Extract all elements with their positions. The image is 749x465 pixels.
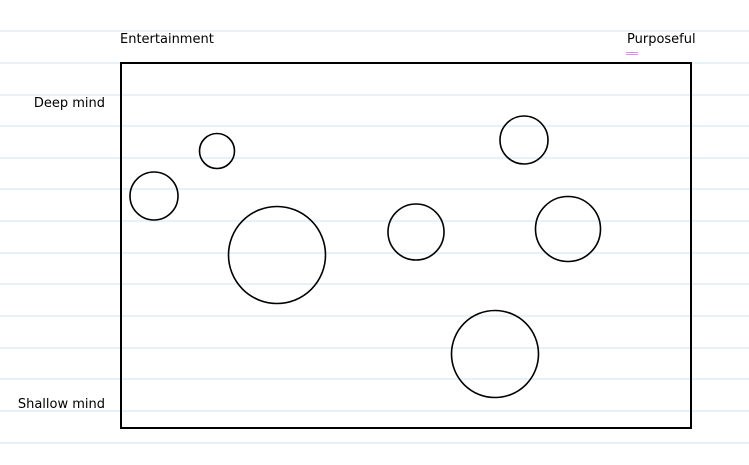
bubble-4[interactable] <box>387 203 445 261</box>
bubble-7[interactable] <box>450 309 540 399</box>
bubble-6[interactable] <box>534 195 602 263</box>
bubble-5[interactable] <box>499 115 549 165</box>
diagram-frame[interactable] <box>120 62 692 429</box>
bubble-1[interactable] <box>198 132 236 170</box>
bubble-2[interactable] <box>129 171 179 221</box>
bubble-3[interactable] <box>227 205 327 305</box>
top-left-axis-label: Entertainment <box>120 32 214 47</box>
left-bottom-axis-label: Shallow mind <box>17 397 105 412</box>
left-top-axis-label: Deep mind <box>33 96 105 111</box>
ink-marker <box>626 52 638 55</box>
top-right-axis-label: Purposeful <box>627 32 696 47</box>
